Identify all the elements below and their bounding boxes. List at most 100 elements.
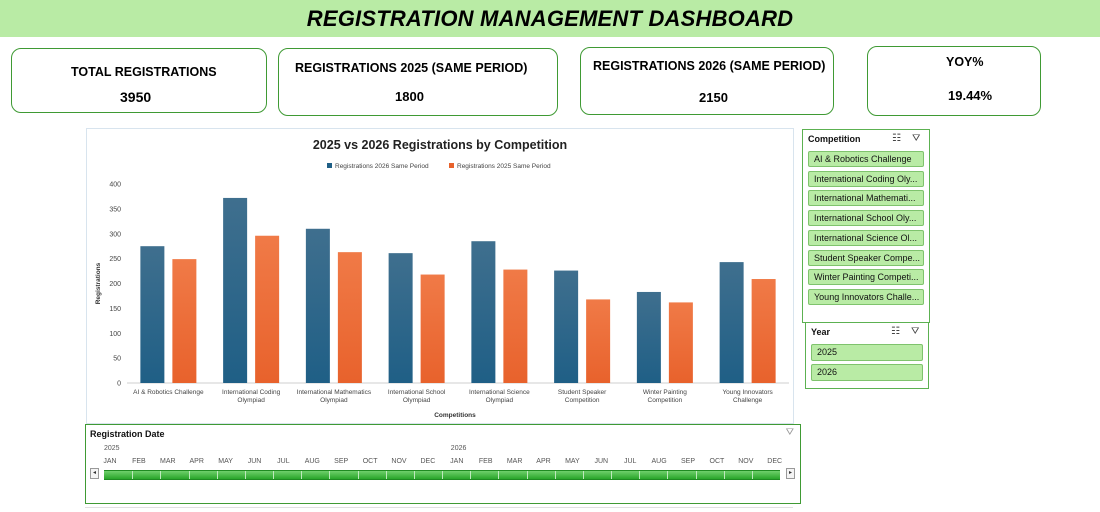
- timeline-selection-bar[interactable]: [104, 470, 780, 480]
- bar-2026[interactable]: [636, 291, 661, 383]
- y-tick-label: 200: [109, 281, 121, 288]
- timeline-divider: [188, 471, 190, 479]
- y-tick-label: 300: [109, 231, 121, 238]
- timeline-month-label[interactable]: DEC: [420, 458, 436, 465]
- competition-slicer[interactable]: Competition ☷ ⛛ AI & Robotics Challenge I…: [802, 129, 930, 323]
- timeline-month-label[interactable]: FEB: [478, 458, 493, 465]
- timeline-month-label[interactable]: NOV: [391, 458, 407, 465]
- bar-2026[interactable]: [719, 262, 744, 383]
- timeline-divider: [329, 471, 331, 479]
- bar-2025[interactable]: [420, 274, 445, 383]
- multi-select-icon[interactable]: ☷: [891, 326, 900, 337]
- bar-2025[interactable]: [751, 279, 776, 383]
- timeline-month-label[interactable]: MAR: [506, 458, 523, 465]
- timeline-month-label[interactable]: JUN: [594, 458, 609, 465]
- slicer-item-competition[interactable]: International Coding Oly...: [808, 170, 924, 187]
- bars-group: [140, 197, 776, 383]
- slicer-item-competition[interactable]: Student Speaker Compe...: [808, 249, 924, 266]
- timeline-month-label[interactable]: AUG: [651, 458, 667, 465]
- timeline-month-label[interactable]: JAN: [450, 458, 464, 465]
- bar-2025[interactable]: [172, 259, 197, 383]
- slicer-item-year[interactable]: 2025: [811, 344, 923, 361]
- clear-filter-icon[interactable]: ⛛: [911, 326, 920, 337]
- y-tick-label: 50: [113, 356, 121, 363]
- timeline-month-label[interactable]: MAR: [160, 458, 176, 465]
- bar-2025[interactable]: [586, 299, 611, 383]
- timeline-month-label[interactable]: MAY: [565, 458, 580, 465]
- timeline-month-label[interactable]: FEB: [132, 458, 146, 465]
- x-tick-label: Challenge: [733, 397, 763, 404]
- timeline-year-label: 2026: [450, 445, 467, 452]
- scroll-right-icon[interactable]: ▸: [786, 468, 795, 479]
- x-tick-label: Olympiad: [237, 397, 265, 404]
- timeline-month-label[interactable]: JUL: [623, 458, 637, 465]
- slicer-item-competition[interactable]: International Mathemati...: [808, 190, 924, 207]
- timeline-month-label[interactable]: SEP: [680, 458, 695, 465]
- y-tick-label: 150: [109, 306, 121, 313]
- timeline-month-label[interactable]: MAY: [218, 458, 233, 465]
- timeline-divider: [723, 471, 725, 479]
- year-slicer[interactable]: Year ☷ ⛛ 2025 2026: [805, 322, 929, 389]
- bar-2025[interactable]: [503, 269, 528, 383]
- timeline-month-label[interactable]: AUG: [304, 458, 320, 465]
- legend-label: Registrations 2025 Same Period: [457, 163, 551, 170]
- slicer-item-competition[interactable]: Winter Painting Competi...: [808, 269, 924, 286]
- bar-2026[interactable]: [388, 253, 413, 383]
- chart-legend: Registrations 2026 Same Period Registrati…: [327, 163, 551, 170]
- bar-2025[interactable]: [337, 252, 362, 383]
- x-tick-label: International Mathematics: [297, 389, 372, 396]
- kpi-value: 19.44%: [948, 88, 993, 103]
- clear-filter-icon[interactable]: ⛛: [785, 427, 794, 438]
- timeline-month-label[interactable]: OCT: [362, 458, 378, 465]
- slicer-item-year[interactable]: 2026: [811, 364, 923, 381]
- x-tick-label: International Coding: [222, 389, 281, 396]
- timeline-month-label[interactable]: JUL: [277, 458, 290, 465]
- bar-2026[interactable]: [223, 197, 248, 383]
- x-tick-label: Winter Painting: [643, 389, 687, 396]
- timeline-month-label[interactable]: JAN: [103, 458, 117, 465]
- kpi-label: REGISTRATIONS 2026 (SAME PERIOD): [593, 59, 826, 73]
- kpi-registrations-2025: REGISTRATIONS 2025 (SAME PERIOD) 1800: [278, 48, 558, 116]
- scroll-left-icon[interactable]: ◂: [90, 468, 99, 479]
- legend-swatch: [449, 163, 454, 168]
- timeline-month-label[interactable]: DEC: [767, 458, 783, 465]
- dashboard-banner: REGISTRATION MANAGEMENT DASHBOARD: [0, 0, 1100, 37]
- timeline-divider: [413, 471, 415, 479]
- timeline-month-label[interactable]: APR: [189, 458, 204, 465]
- timeline-title: Registration Date: [90, 429, 165, 439]
- competition-chart[interactable]: 2025 vs 2026 Registrations by Competitio…: [86, 128, 794, 424]
- timeline-divider: [639, 471, 641, 479]
- bar-2026[interactable]: [305, 228, 330, 383]
- bar-chart-svg: 2025 vs 2026 Registrations by Competitio…: [95, 138, 789, 419]
- timeline-month-label[interactable]: OCT: [709, 458, 725, 465]
- timeline-month-label[interactable]: NOV: [738, 458, 754, 465]
- slicer-item-competition[interactable]: International School Oly...: [808, 210, 924, 227]
- kpi-label: YOY%: [946, 55, 984, 69]
- timeline-divider: [470, 471, 472, 479]
- clear-filter-icon[interactable]: ⛛: [912, 133, 921, 144]
- x-tick-label: Competition: [648, 397, 683, 404]
- timeline-divider: [273, 471, 274, 479]
- kpi-label: TOTAL REGISTRATIONS: [71, 65, 217, 79]
- timeline-month-label[interactable]: APR: [536, 458, 551, 465]
- x-tick-label: Competition: [565, 397, 600, 404]
- timeline-month-label[interactable]: SEP: [334, 458, 349, 465]
- timeline-month-label[interactable]: JUN: [247, 458, 262, 465]
- multi-select-icon[interactable]: ☷: [892, 133, 901, 144]
- kpi-yoy: YOY% 19.44%: [867, 46, 1041, 116]
- timeline-divider: [301, 471, 303, 479]
- slicer-item-competition[interactable]: International Science Ol...: [808, 229, 924, 246]
- slicer-item-competition[interactable]: Young Innovators Challe...: [808, 288, 924, 305]
- registration-date-timeline[interactable]: Registration Date ⛛ 2025 2026 JAN FEB MAR AP…: [85, 424, 801, 504]
- kpi-value: 1800: [395, 89, 424, 104]
- slicer-item-competition[interactable]: AI & Robotics Challenge: [808, 151, 924, 167]
- bar-2026[interactable]: [471, 241, 496, 383]
- bar-2025[interactable]: [668, 302, 693, 383]
- timeline-divider: [667, 471, 669, 479]
- bar-2026[interactable]: [140, 246, 165, 383]
- x-tick-label: Student Speaker: [558, 389, 607, 396]
- bar-2026[interactable]: [554, 270, 579, 383]
- bar-2025[interactable]: [255, 235, 280, 383]
- x-tick-label: Young Innovators: [722, 389, 773, 396]
- x-axis-title: Competitions: [434, 412, 476, 419]
